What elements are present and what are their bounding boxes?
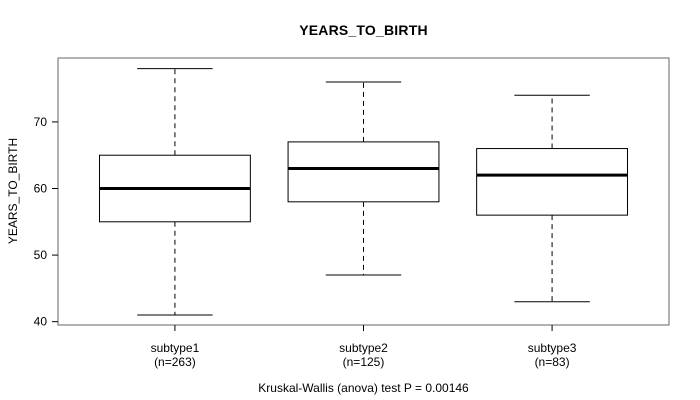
- x-label-subtype3: subtype3: [528, 341, 577, 355]
- x-sublabel-subtype1: (n=263): [154, 355, 196, 369]
- x-sublabel-subtype2: (n=125): [343, 355, 385, 369]
- x-sublabel-subtype3: (n=83): [535, 355, 570, 369]
- y-tick-label: 60: [34, 182, 48, 196]
- box-subtype3: [476, 148, 629, 216]
- stat-test-caption: Kruskal-Wallis (anova) test P = 0.00146: [258, 381, 469, 395]
- x-label-subtype2: subtype2: [339, 341, 388, 355]
- y-tick-label: 70: [34, 115, 48, 129]
- y-tick-label: 40: [34, 315, 48, 329]
- chart-title: YEARS_TO_BIRTH: [299, 22, 428, 38]
- box-subtype2: [287, 141, 440, 203]
- y-tick-label: 50: [34, 248, 48, 262]
- x-label-subtype1: subtype1: [151, 341, 200, 355]
